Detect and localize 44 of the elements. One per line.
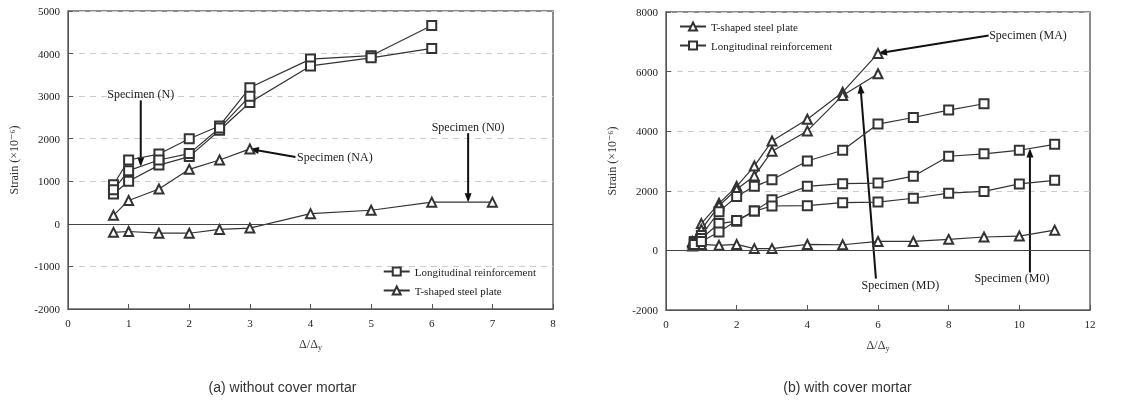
x-tick-label: 8 <box>550 316 557 329</box>
y-tick-label: 1000 <box>38 175 61 188</box>
annotation: Specimen (M0) <box>974 271 1050 286</box>
y-tick-label: 6000 <box>636 65 659 78</box>
annotation: Specimen (MA) <box>989 28 1067 43</box>
y-tick-label: -2000 <box>632 304 659 316</box>
y-tick-label: 0 <box>54 217 61 230</box>
x-tick-label: 0 <box>663 317 670 330</box>
annotation: Specimen (NA) <box>297 149 373 164</box>
x-tick-label: 8 <box>945 317 952 330</box>
x-tick-label: 1 <box>125 316 132 329</box>
legend-label: T-shaped steel plate <box>414 284 502 297</box>
x-tick-label: 3 <box>247 316 254 329</box>
x-tick-label: 6 <box>429 316 435 329</box>
y-tick-label: 4000 <box>38 47 61 60</box>
text: (b) with cover mortar <box>783 379 913 395</box>
y-tick-label: 5000 <box>38 5 61 17</box>
x-tick-label: 4 <box>804 317 811 330</box>
x-tick-label: 4 <box>307 316 314 329</box>
y-tick-label: 2000 <box>636 184 659 197</box>
y-axis-title: Strain (×10⁻⁶) <box>7 125 21 195</box>
text: (a) without cover mortar <box>208 379 357 395</box>
y-tick-label: 0 <box>652 244 659 257</box>
x-tick-label: 7 <box>489 316 496 329</box>
annotation: Specimen (N0) <box>431 120 505 135</box>
x-tick-label: 10 <box>1013 317 1026 330</box>
annotation: Specimen (N) <box>107 87 175 102</box>
y-tick-label: 3000 <box>38 90 61 103</box>
y-tick-label: 4000 <box>636 125 659 138</box>
annotation: Specimen (MD) <box>861 277 940 292</box>
y-tick-label: -2000 <box>34 303 61 315</box>
y-axis-title: Strain (×10⁻⁶) <box>605 126 619 196</box>
x-tick-label: 6 <box>875 317 882 330</box>
y-tick-label: -1000 <box>34 260 61 273</box>
legend-label: T-shaped steel plate <box>711 20 799 33</box>
y-tick-label: 2000 <box>38 132 61 145</box>
legend-label: Longitudinal reinforcement <box>711 39 833 52</box>
x-tick-label: 2 <box>186 316 192 329</box>
legend-label: Longitudinal reinforcement <box>414 265 536 278</box>
x-tick-label: 12 <box>1084 317 1096 330</box>
x-tick-label: 0 <box>65 316 72 329</box>
x-tick-label: 5 <box>368 316 375 329</box>
x-tick-label: 2 <box>733 317 740 330</box>
y-tick-label: 8000 <box>636 6 659 18</box>
